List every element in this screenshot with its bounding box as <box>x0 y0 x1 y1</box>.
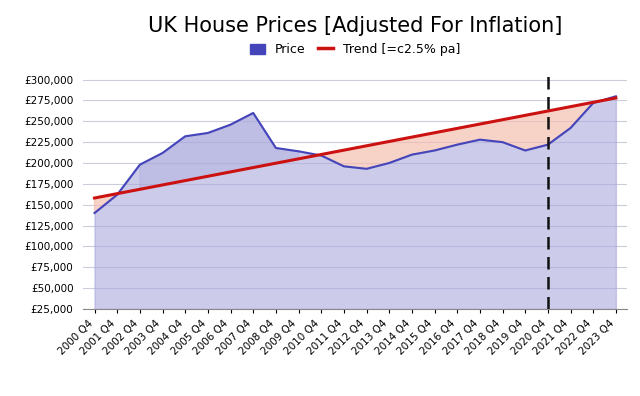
Legend: Price, Trend [=c2.5% pa]: Price, Trend [=c2.5% pa] <box>245 38 465 61</box>
Title: UK House Prices [Adjusted For Inflation]: UK House Prices [Adjusted For Inflation] <box>148 16 563 36</box>
